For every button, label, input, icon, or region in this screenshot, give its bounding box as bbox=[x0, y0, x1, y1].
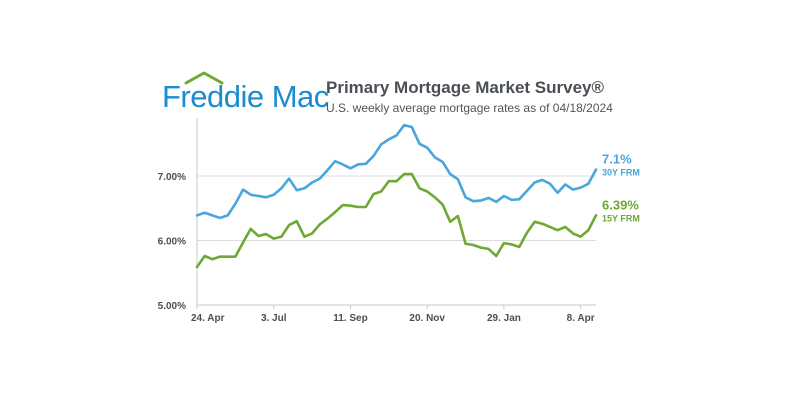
axis-layer bbox=[196, 118, 596, 309]
series-end-value: 6.39% bbox=[602, 197, 639, 212]
x-tick-label: 24. Apr bbox=[191, 313, 225, 324]
y-tick-label: 7.00% bbox=[158, 172, 186, 183]
logo-text: Freddie Mac bbox=[162, 79, 329, 114]
chart-title: Primary Mortgage Market Survey® bbox=[326, 78, 605, 97]
series-line-30y-frm bbox=[195, 123, 598, 220]
x-tick-label: 8. Apr bbox=[567, 313, 595, 324]
series-end-name: 15Y FRM bbox=[602, 213, 640, 223]
x-tick-label: 20. Nov bbox=[409, 313, 445, 324]
x-tick-label: 11. Sep bbox=[333, 313, 367, 324]
y-tick-label: 5.00% bbox=[158, 301, 186, 312]
y-tick-label: 6.00% bbox=[158, 237, 186, 248]
chart-subtitle: U.S. weekly average mortgage rates as of… bbox=[326, 101, 613, 115]
house-roof-icon bbox=[184, 71, 224, 85]
x-tick-label: 29. Jan bbox=[487, 313, 521, 324]
x-tick-label: 3. Jul bbox=[261, 313, 287, 324]
series-end-value: 7.1% bbox=[602, 152, 632, 167]
series-line-15y-frm bbox=[195, 172, 598, 269]
series-layer bbox=[195, 123, 598, 269]
freddie-mac-logo: Freddie Mac bbox=[162, 71, 329, 119]
series-end-name: 30Y FRM bbox=[602, 168, 640, 178]
label-layer: 5.00% 6.00% 7.00% 24. Apr 3. Jul 11. Sep 20. N… bbox=[158, 152, 640, 324]
